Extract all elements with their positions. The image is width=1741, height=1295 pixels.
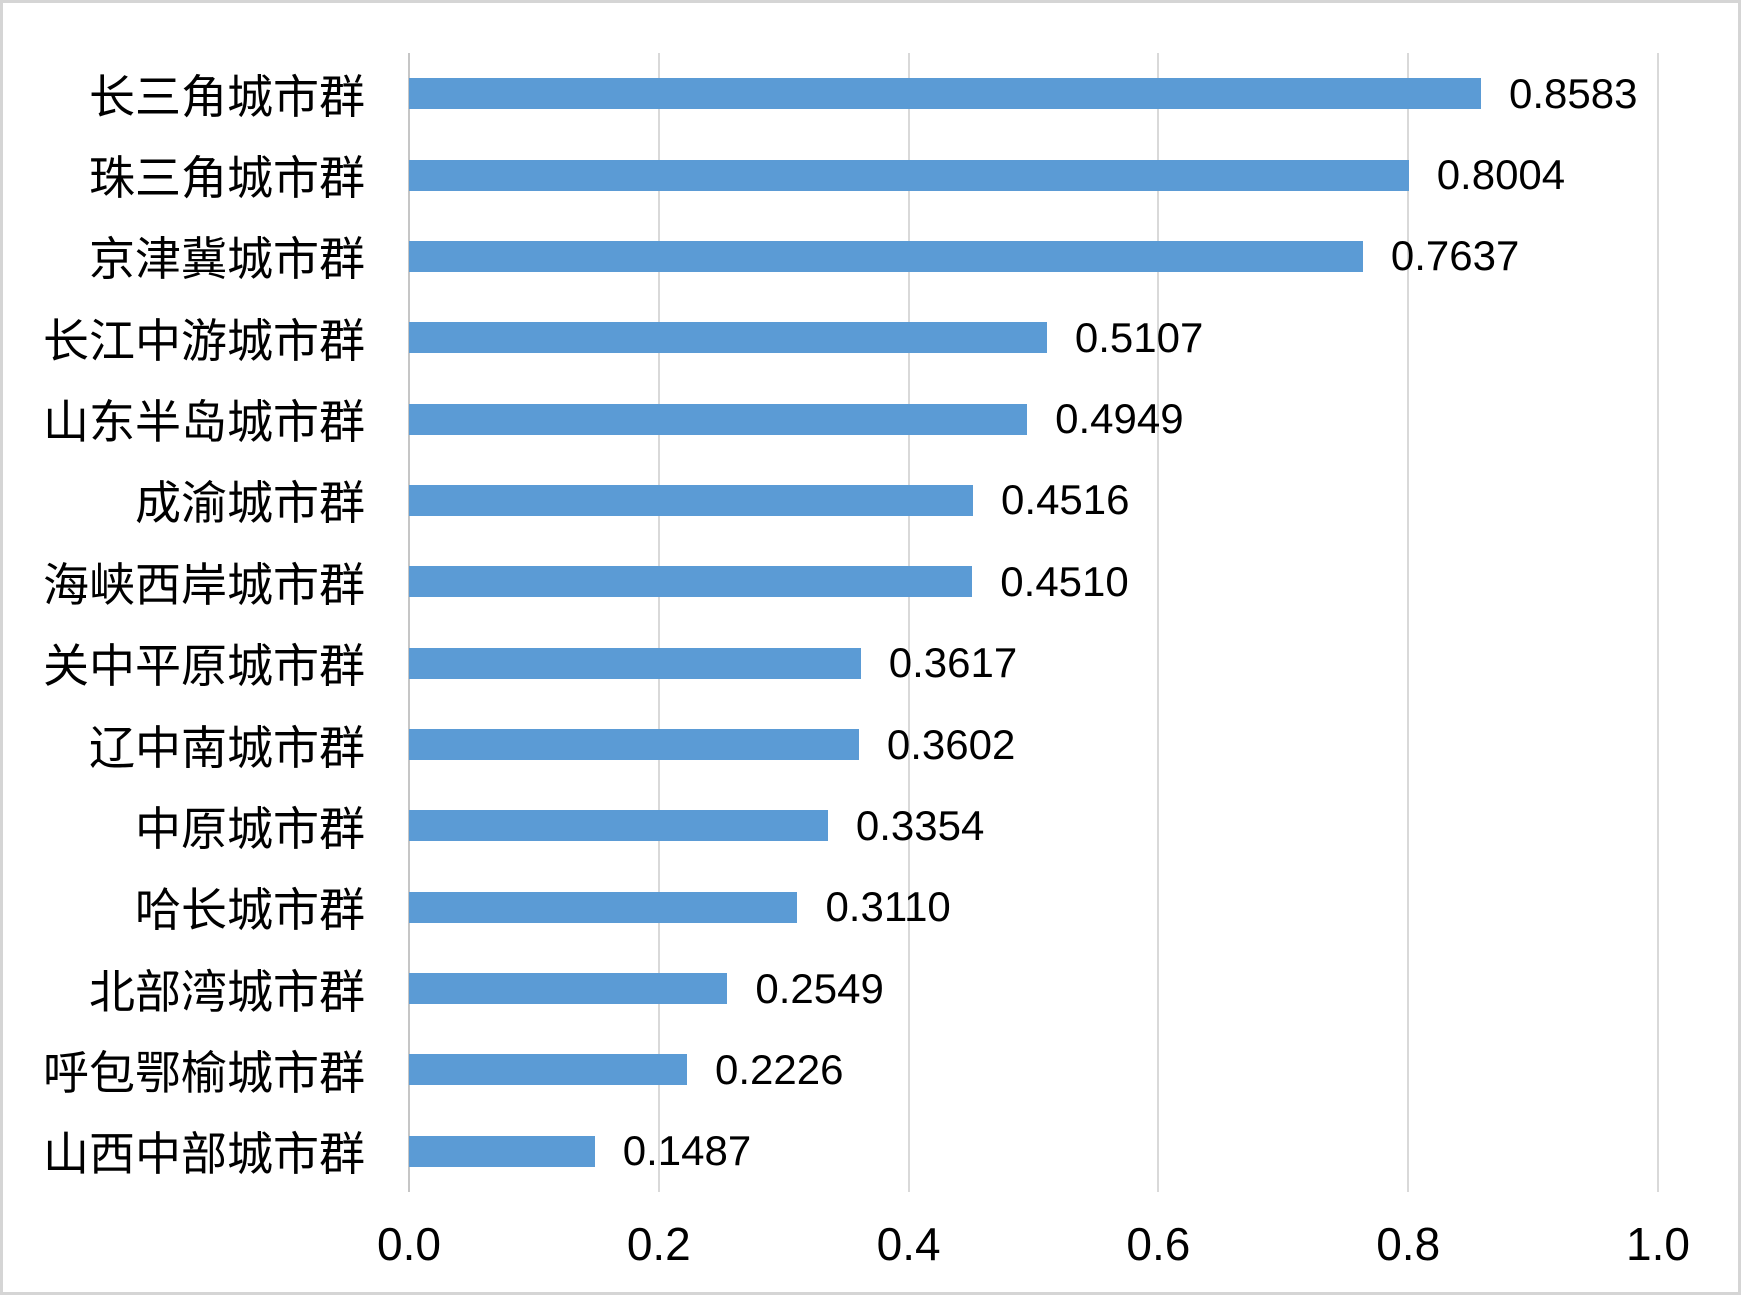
bar — [409, 566, 973, 598]
value-label: 0.3602 — [886, 720, 1016, 768]
bar-row: 0.2226 — [409, 1029, 1658, 1110]
bar — [409, 403, 1028, 435]
value-label: 0.8004 — [1436, 151, 1566, 199]
value-label: 0.3354 — [855, 801, 985, 849]
category-label: 山东半岛城市群 — [43, 397, 365, 449]
bar — [409, 810, 828, 842]
bar — [409, 240, 1363, 272]
category-label: 哈长城市群 — [135, 885, 365, 937]
bar — [409, 484, 974, 516]
gridline — [1157, 53, 1160, 1192]
value-label: 0.3110 — [825, 883, 951, 931]
bar — [409, 973, 728, 1005]
gridline — [1407, 53, 1410, 1192]
category-label: 北部湾城市群 — [89, 966, 365, 1018]
x-tick-label: 0.0 — [377, 1218, 441, 1270]
category-label: 珠三角城市群 — [89, 153, 365, 205]
bar-row: 0.8583 — [409, 53, 1658, 134]
plot-area: 0.8583 0.8004 0.7637 0.5107 0.4949 0.4516 0.45… — [408, 53, 1659, 1192]
bar — [409, 647, 861, 679]
x-tick-label: 0.2 — [626, 1218, 691, 1270]
bar-series: 0.8583 0.8004 0.7637 0.5107 0.4949 0.4516 0.45… — [409, 53, 1658, 1192]
bar-row: 0.1487 — [409, 1111, 1658, 1192]
bar-row: 0.3110 — [409, 867, 1658, 948]
value-label: 0.2549 — [755, 964, 884, 1012]
bar-row: 0.3354 — [409, 785, 1658, 866]
x-tick-label: 0.6 — [1126, 1218, 1191, 1270]
bar-row: 0.5107 — [409, 297, 1658, 378]
value-label: 0.4510 — [1000, 557, 1129, 605]
category-label: 山西中部城市群 — [43, 1129, 365, 1181]
bar — [409, 1054, 688, 1086]
category-label: 京津冀城市群 — [89, 234, 365, 286]
category-label: 中原城市群 — [135, 803, 365, 855]
gridline — [907, 53, 910, 1192]
bar-row: 0.2549 — [409, 948, 1658, 1029]
bar — [409, 891, 798, 923]
gridline — [1657, 53, 1659, 1192]
x-axis: 0.0 0.2 0.4 0.6 0.8 1.0 — [377, 1208, 1690, 1280]
value-label: 0.7637 — [1390, 232, 1520, 280]
value-label: 0.4516 — [1001, 476, 1130, 524]
category-axis: 长三角城市群 珠三角城市群 京津冀城市群长江中游城市群 山东半岛城市群成渝城市群海峡西… — [3, 53, 365, 1192]
bar-row: 0.4510 — [409, 541, 1658, 622]
bar — [409, 159, 1409, 191]
bar — [409, 78, 1482, 110]
bar-row: 0.8004 — [409, 134, 1658, 215]
category-label: 长江中游城市群 — [43, 315, 365, 367]
bar-row: 0.3617 — [409, 623, 1658, 704]
y-axis-line — [408, 53, 410, 1192]
category-label: 辽中南城市群 — [89, 722, 365, 774]
bar-row: 0.4949 — [409, 378, 1658, 459]
category-label: 海峡西岸城市群 — [43, 559, 365, 611]
bar — [409, 729, 859, 761]
value-label: 0.8583 — [1509, 69, 1638, 117]
value-label: 0.3617 — [888, 639, 1018, 687]
category-label: 呼包鄂榆城市群 — [43, 1047, 365, 1099]
x-tick-label: 0.8 — [1376, 1218, 1441, 1270]
category-label: 长三角城市群 — [89, 71, 365, 123]
category-label: 关中平原城市群 — [43, 641, 365, 693]
x-tick-label: 1.0 — [1626, 1218, 1690, 1270]
x-tick-label: 0.4 — [876, 1218, 941, 1270]
category-label: 成渝城市群 — [135, 478, 365, 530]
bar-row: 0.7637 — [409, 216, 1658, 297]
value-label: 0.4949 — [1055, 395, 1184, 443]
value-label: 0.2226 — [715, 1045, 844, 1093]
bar-row: 0.3602 — [409, 704, 1658, 785]
gridline — [657, 53, 660, 1192]
bar-row: 0.4516 — [409, 460, 1658, 541]
value-label: 0.1487 — [622, 1127, 752, 1175]
bar — [409, 1135, 595, 1167]
value-label: 0.5107 — [1074, 313, 1204, 361]
bar — [409, 322, 1047, 354]
